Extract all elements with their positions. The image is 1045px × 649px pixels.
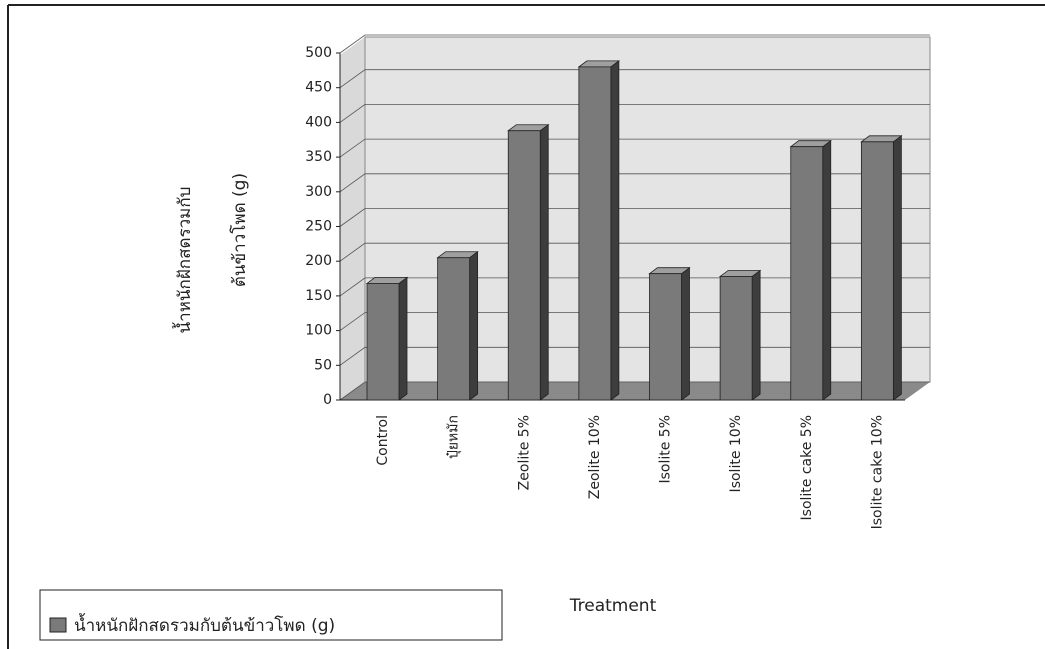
legend-swatch	[49, 617, 67, 633]
x-tick-label: Isolite cake 10%	[869, 415, 885, 529]
y-tick-label: 350	[305, 149, 332, 165]
bar-side	[398, 276, 408, 401]
y-tick-label: 200	[305, 253, 332, 269]
y-tick-label: 300	[305, 184, 332, 200]
x-tick-label: Zeolite 10%	[587, 415, 603, 499]
grid-line	[339, 104, 930, 123]
floor	[340, 382, 930, 400]
x-tick-label: Isolite 10%	[728, 415, 744, 492]
side-wall	[340, 37, 365, 400]
grid-line	[339, 173, 930, 193]
bar	[366, 283, 400, 401]
bar	[507, 130, 541, 401]
y-axis-label: น้ำหนักฝักสดรวมกับ	[172, 187, 195, 334]
bar	[719, 276, 753, 401]
y-tick-label: 250	[305, 219, 332, 235]
bar-side	[892, 135, 902, 401]
bar	[790, 146, 824, 401]
grid-line	[339, 69, 930, 89]
y-tick-label: 100	[305, 323, 332, 339]
x-tick-label: Control	[375, 415, 391, 466]
y-tick-label: 0	[323, 392, 332, 408]
bar-side	[681, 266, 690, 401]
bar-side	[539, 123, 549, 401]
bar-side	[469, 250, 479, 401]
legend-label: น้ำหนักฝักสดรวมกับต้นข้าวโพด (g)	[74, 613, 335, 636]
y-tick-label: 50	[314, 357, 332, 373]
y-tick-label: 400	[305, 114, 332, 130]
x-tick-label: ปุ๋ยหมัก	[446, 415, 462, 459]
y-tick-label: 450	[305, 80, 332, 96]
y-tick-label: 500	[305, 45, 332, 61]
x-axis-label: Treatment	[569, 596, 657, 616]
legend-box	[39, 589, 503, 641]
bar	[437, 257, 471, 401]
x-tick-label: Zeolite 5%	[516, 415, 532, 490]
x-tick-label: Isolite cake 5%	[799, 415, 815, 520]
bar-side	[822, 139, 832, 401]
grid-line	[339, 34, 930, 54]
grid-line	[339, 242, 930, 262]
y-tick-label: 150	[305, 288, 332, 304]
grid-line	[339, 138, 930, 158]
bar-side	[610, 60, 620, 401]
x-tick-label: Isolite 5%	[658, 415, 674, 484]
bar	[860, 141, 894, 401]
bar	[649, 273, 682, 401]
y-axis-label: ต้นข้าวโพด (g)	[229, 173, 250, 287]
grid-line	[339, 208, 930, 227]
bar	[578, 66, 612, 401]
bar-side	[751, 269, 761, 401]
